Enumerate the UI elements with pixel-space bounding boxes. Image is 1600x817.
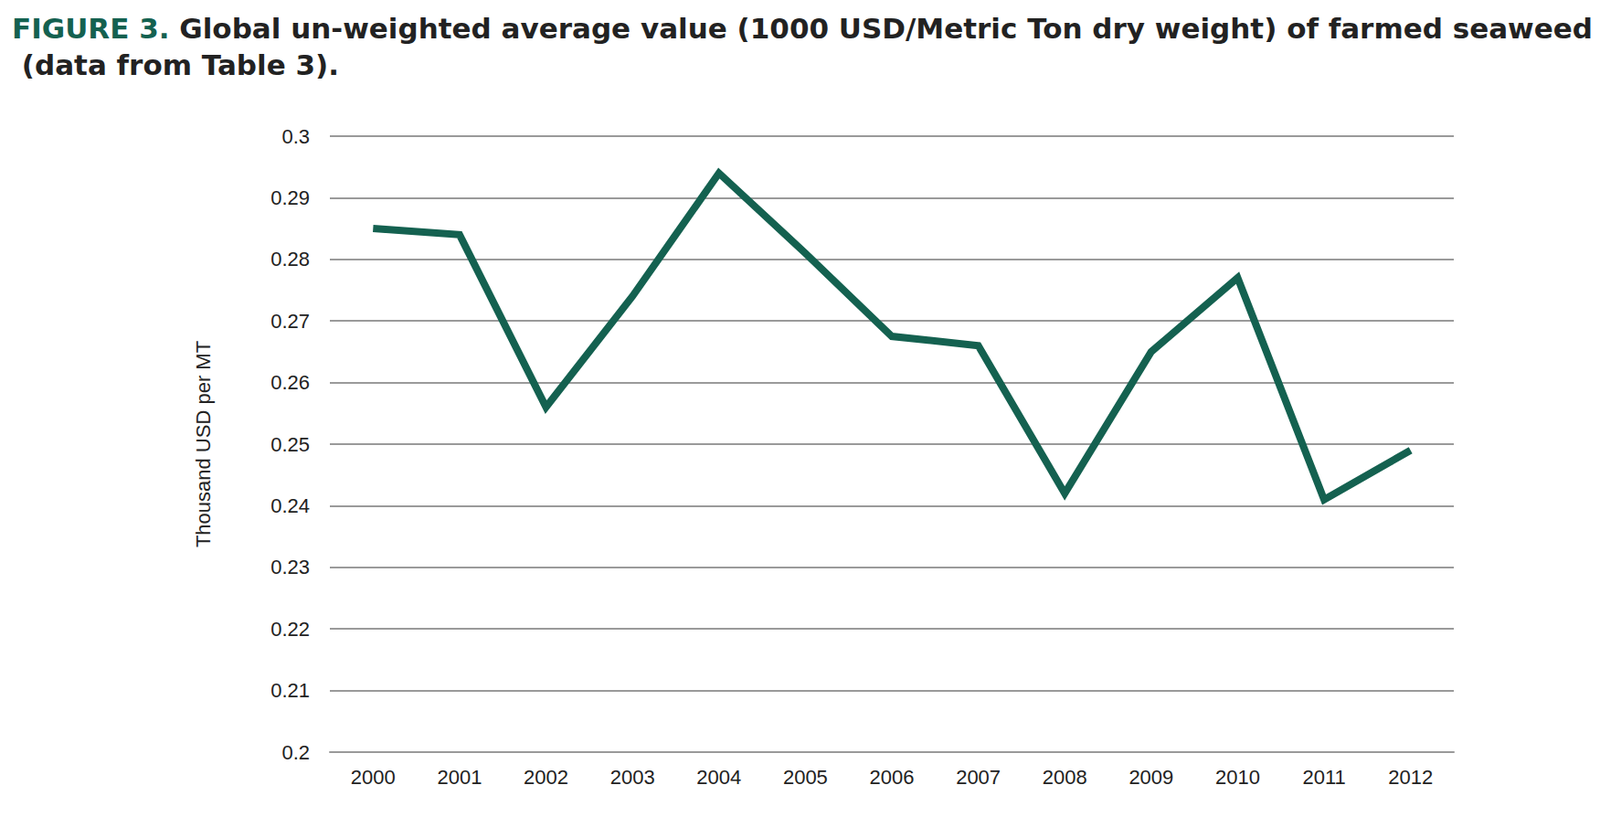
svg-text:2005: 2005 [783, 765, 828, 789]
svg-text:Global un-weighted average val: Global un-weighted average value (1000 U… [169, 11, 1594, 45]
svg-text:0.23: 0.23 [270, 555, 310, 579]
svg-text:0.28: 0.28 [270, 247, 310, 271]
svg-text:Thousand USD per MT: Thousand USD per MT [191, 340, 215, 548]
svg-text:2001: 2001 [436, 765, 482, 789]
svg-text:0.25: 0.25 [270, 433, 310, 456]
svg-text:2000: 2000 [350, 765, 396, 789]
svg-text:0.26: 0.26 [270, 370, 310, 394]
svg-text:2011: 2011 [1302, 765, 1346, 789]
svg-text:0.2: 0.2 [281, 741, 310, 764]
svg-text:0.27: 0.27 [270, 309, 310, 333]
svg-text:0.24: 0.24 [270, 494, 310, 518]
svg-text:2006: 2006 [869, 765, 915, 789]
svg-text:2007: 2007 [955, 765, 1001, 789]
svg-text:2010: 2010 [1215, 765, 1261, 789]
svg-text:0.21: 0.21 [270, 678, 310, 702]
svg-text:2003: 2003 [610, 765, 656, 789]
svg-text:FIGURE 3.: FIGURE 3. [11, 11, 170, 45]
svg-text:2002: 2002 [523, 765, 569, 789]
svg-text:2004: 2004 [696, 765, 742, 789]
svg-text:2012: 2012 [1388, 765, 1433, 789]
svg-text:0.29: 0.29 [270, 186, 310, 210]
svg-text:2008: 2008 [1042, 765, 1088, 789]
svg-text:2009: 2009 [1128, 765, 1174, 789]
svg-text:(data from Table 3).: (data from Table 3). [11, 48, 340, 82]
svg-text:0.3: 0.3 [281, 125, 310, 149]
svg-text:0.22: 0.22 [270, 617, 310, 641]
